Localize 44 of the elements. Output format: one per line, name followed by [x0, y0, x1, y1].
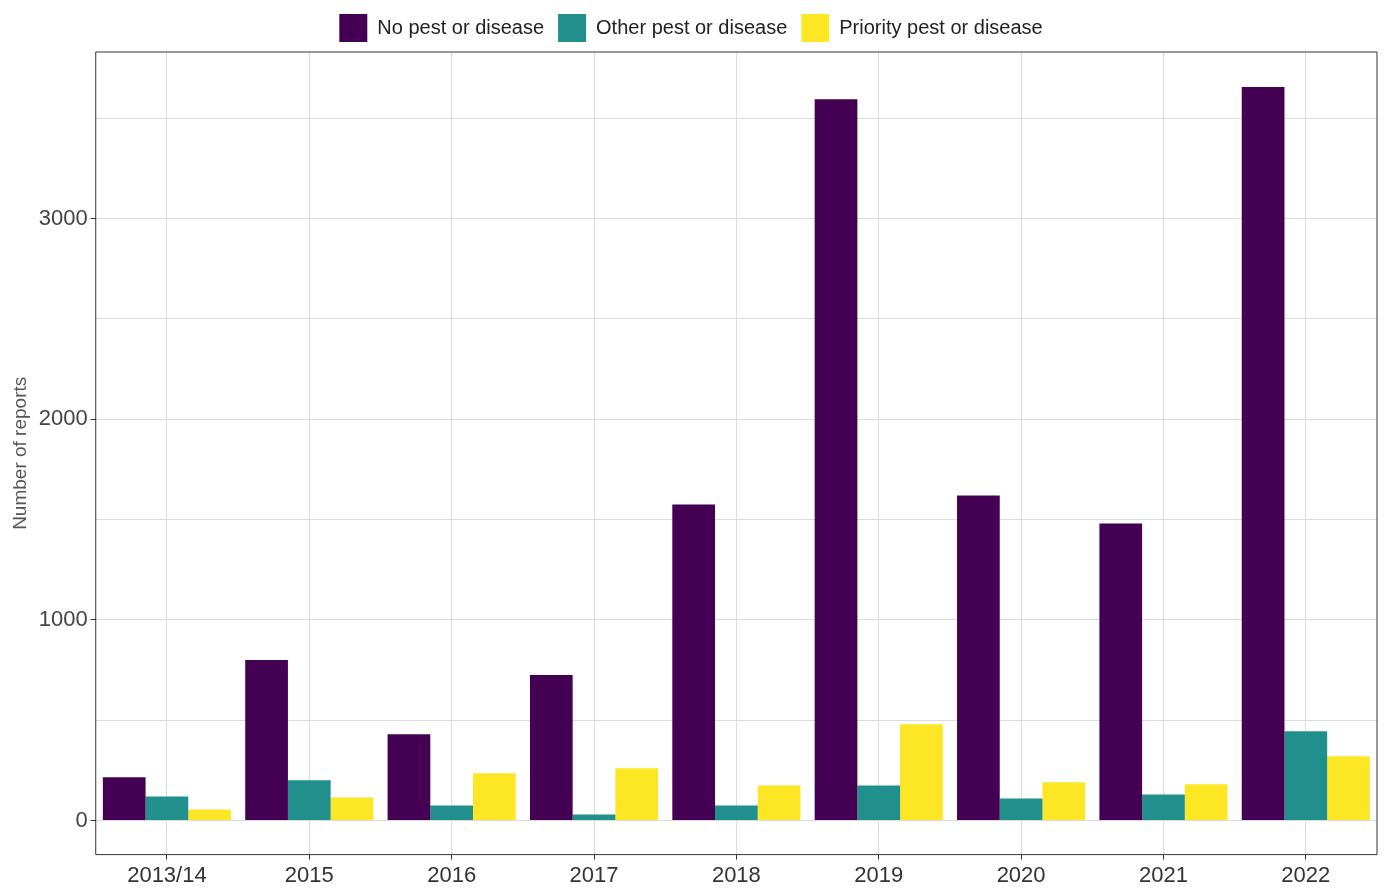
- bar: [1184, 784, 1228, 820]
- bar: [715, 805, 758, 820]
- y-tick-label: 2000: [38, 405, 88, 431]
- bar: [188, 809, 231, 820]
- bar: [102, 777, 146, 820]
- bar: [572, 814, 616, 820]
- legend-label: No pest or disease: [377, 15, 545, 38]
- bar: [287, 780, 331, 820]
- bar: [857, 785, 901, 820]
- bar: [999, 798, 1043, 820]
- bar: [900, 724, 943, 820]
- bar: [615, 768, 659, 820]
- bar: [1042, 782, 1086, 820]
- x-tick-label: 2017: [569, 861, 619, 887]
- bar: [245, 659, 288, 820]
- y-tick-label: 3000: [38, 204, 88, 230]
- bar: [957, 495, 1000, 820]
- bar: [529, 675, 573, 820]
- bar: [1284, 731, 1328, 820]
- x-tick-label: 2013/14: [127, 861, 207, 887]
- bar: [330, 797, 374, 820]
- bar: [1241, 87, 1285, 820]
- y-tick-label: 1000: [38, 605, 88, 631]
- x-tick-label: 2018: [711, 861, 761, 887]
- bar: [473, 773, 516, 820]
- bar: [387, 734, 431, 820]
- bar: [672, 504, 716, 820]
- legend-label: Other pest or disease: [596, 15, 788, 38]
- legend-label: Priority pest or disease: [839, 15, 1043, 38]
- bar: [757, 785, 801, 820]
- x-tick-label: 2016: [427, 861, 477, 887]
- bar: [1142, 794, 1185, 820]
- y-tick-label: 0: [75, 806, 88, 832]
- x-tick-label: 2020: [996, 861, 1046, 887]
- bar: [145, 796, 189, 820]
- x-tick-label: 2019: [854, 861, 904, 887]
- x-tick-label: 2022: [1281, 861, 1331, 887]
- bar: [814, 99, 858, 820]
- x-tick-label: 2015: [284, 861, 334, 887]
- x-tick-label: 2021: [1138, 861, 1188, 887]
- bar: [1099, 523, 1143, 820]
- y-axis-title: Number of reports: [8, 376, 30, 530]
- bar: [430, 805, 473, 820]
- bar: [1327, 756, 1370, 820]
